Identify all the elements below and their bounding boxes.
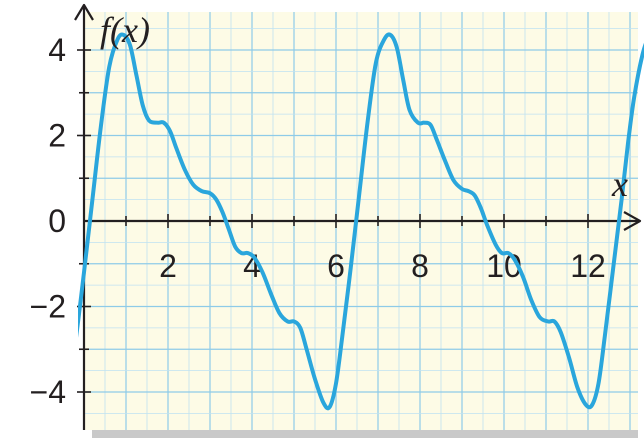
x-axis-arrow bbox=[623, 211, 642, 231]
y-tick-label: 0 bbox=[48, 203, 66, 239]
y-tick-label: −2 bbox=[30, 289, 66, 325]
y-tick-label: 2 bbox=[48, 118, 66, 154]
x-tick-label: 8 bbox=[411, 248, 429, 284]
ticks bbox=[77, 49, 589, 393]
series bbox=[78, 32, 644, 411]
x-tick-label: 4 bbox=[243, 248, 261, 284]
axes bbox=[74, 3, 642, 430]
x-tick-label: 2 bbox=[159, 248, 177, 284]
series-line-0 bbox=[78, 32, 644, 411]
y-tick-label: 4 bbox=[48, 32, 66, 68]
y-axis-title: f(x) bbox=[100, 10, 150, 50]
y-axis-arrow bbox=[74, 3, 94, 21]
x-tick-label: 6 bbox=[327, 248, 345, 284]
x-tick-label: 12 bbox=[570, 248, 606, 284]
plot-shadow-bottom bbox=[92, 430, 638, 438]
y-tick-label: −4 bbox=[30, 374, 66, 410]
x-axis-title: x bbox=[611, 164, 628, 204]
